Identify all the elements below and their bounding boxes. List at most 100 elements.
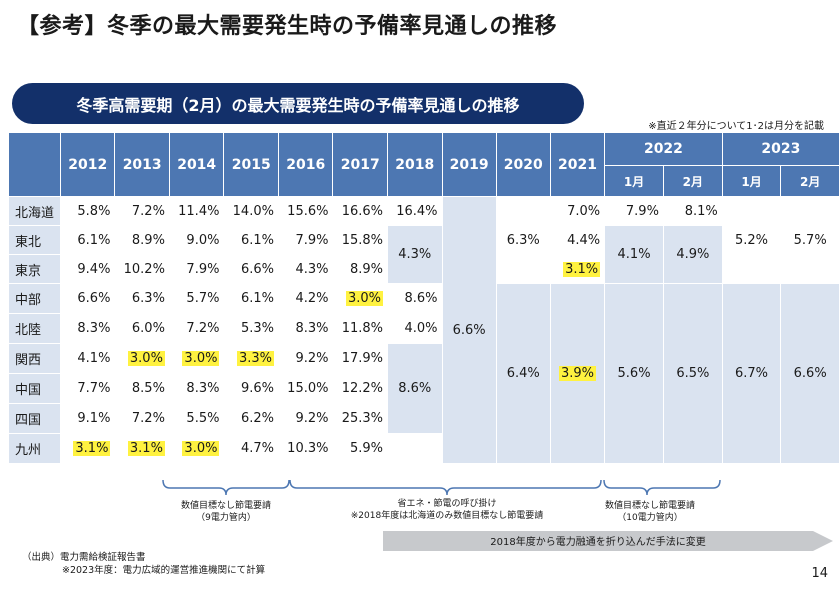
table-row: 北陸 8.3% 6.0% 7.2% 5.3% 8.3% 11.8% 4.0% xyxy=(7,313,840,344)
year-header: 2014 xyxy=(168,132,225,197)
value-cell: 9.2% xyxy=(277,403,334,434)
value-cell: 17.9% xyxy=(332,343,388,374)
value-cell: 7.2% xyxy=(114,196,170,226)
table-row: 中国 7.7% 8.5% 8.3% 9.6% 15.0% 12.2% xyxy=(7,373,840,404)
region-label: 関西 xyxy=(7,343,62,374)
value-cell: 9.1% xyxy=(60,403,116,434)
value-cell: 25.3% xyxy=(332,403,388,434)
section-banner: 冬季高需要期（2月）の最大需要発生時の予備率見通しの推移 xyxy=(12,83,584,124)
value-cell: 7.9% xyxy=(604,196,664,226)
value-cell: 3.1% xyxy=(549,254,606,284)
region-label: 九州 xyxy=(7,433,62,464)
month-header: 2月 xyxy=(780,165,840,197)
value-cell-2022-jan-east: 4.1% xyxy=(604,225,664,284)
value-cell: 15.8% xyxy=(332,225,388,255)
highlighted-value: 3.0% xyxy=(182,351,220,366)
value-cell: 3.0% xyxy=(114,343,170,374)
table-row: 九州 3.1% 3.1% 3.0% 4.7% 10.3% 5.9% xyxy=(7,433,840,464)
value-cell: 4.1% xyxy=(60,343,116,374)
value-cell: 8.9% xyxy=(114,225,170,255)
value-cell: 8.1% xyxy=(662,196,723,226)
value-cell: 4.2% xyxy=(277,283,334,314)
value-cell: 16.4% xyxy=(387,196,443,226)
year-header: 2020 xyxy=(495,132,551,197)
year-header: 2013 xyxy=(114,132,170,197)
value-cell: 3.3% xyxy=(223,343,279,374)
region-label: 四国 xyxy=(7,403,62,434)
region-label: 東北 xyxy=(7,225,62,255)
value-cell: 6.0% xyxy=(114,313,170,344)
highlighted-value: 3.1% xyxy=(127,441,165,456)
year-header: 2015 xyxy=(223,132,279,197)
value-cell: 6.1% xyxy=(223,283,279,314)
value-cell-2023-jan-west: 6.7% xyxy=(721,283,782,464)
brace-2013-2015 xyxy=(162,479,290,496)
value-cell: 15.6% xyxy=(277,196,334,226)
method-change-label: 2018年度から電力融通を折り込んだ手法に変更 xyxy=(490,537,706,548)
value-cell: 10.2% xyxy=(114,254,170,284)
value-cell: 7.2% xyxy=(114,403,170,434)
value-cell: 7.0% xyxy=(549,196,606,226)
value-cell-2022-feb-west: 6.5% xyxy=(662,283,723,464)
value-cell: 8.5% xyxy=(114,373,170,404)
value-cell-2020-east: 6.3% xyxy=(495,225,551,284)
region-label: 北陸 xyxy=(7,313,62,344)
region-label: 中国 xyxy=(7,373,62,404)
value-cell-2019: 6.6% xyxy=(441,196,497,464)
value-cell: 7.7% xyxy=(60,373,116,404)
value-cell-2023-feb-west: 6.6% xyxy=(780,283,840,464)
value-cell: 6.2% xyxy=(223,403,279,434)
table-row: 中部 6.6% 6.3% 5.7% 6.1% 4.2% 3.0% 8.6% 6.… xyxy=(7,283,840,464)
year-header: 2017 xyxy=(332,132,388,197)
value-cell: 6.3% xyxy=(114,283,170,314)
value-cell: 9.0% xyxy=(168,225,225,255)
table-row: 北海道 5.8% 7.2% 11.4% 14.0% 15.6% 16.6% 16… xyxy=(7,196,840,464)
highlighted-value: 3.0% xyxy=(182,441,220,456)
value-cell-2022-jan-west: 5.6% xyxy=(604,283,664,464)
value-cell: 14.0% xyxy=(223,196,279,226)
value-cell: 11.4% xyxy=(168,196,225,226)
value-cell-empty xyxy=(495,196,551,226)
year-header: 2021 xyxy=(549,132,606,197)
value-cell-2020-west: 6.4% xyxy=(495,283,551,464)
month-header: 1月 xyxy=(721,165,782,197)
value-cell: 12.2% xyxy=(332,373,388,404)
highlighted-value: 3.1% xyxy=(563,261,601,277)
value-cell-2021-west: 3.9% xyxy=(549,283,606,464)
value-cell: 7.9% xyxy=(277,225,334,255)
footnote-note: ※直近２年分について1･2は月分を記載 xyxy=(648,121,824,132)
value-cell-2022-feb-east: 4.9% xyxy=(662,225,723,284)
value-cell: 6.1% xyxy=(223,225,279,255)
highlighted-value: 3.9% xyxy=(558,366,597,381)
value-cell: 7.2% xyxy=(168,313,225,344)
year-header: 2018 xyxy=(387,132,443,197)
value-cell: 4.7% xyxy=(223,433,279,464)
value-cell: 3.0% xyxy=(168,433,225,464)
region-label: 中部 xyxy=(7,283,62,314)
value-cell: 4.3% xyxy=(277,254,334,284)
brace-2022 xyxy=(603,479,721,496)
value-cell: 7.9% xyxy=(168,254,225,284)
value-cell: 8.3% xyxy=(60,313,116,344)
region-label: 東京 xyxy=(7,254,62,284)
highlighted-value: 3.1% xyxy=(73,441,111,456)
value-cell: 16.6% xyxy=(332,196,388,226)
month-header: 2月 xyxy=(662,165,723,197)
value-cell: 3.0% xyxy=(332,283,388,314)
value-cell: 8.9% xyxy=(332,254,388,284)
table-row: 四国 9.1% 7.2% 5.5% 6.2% 9.2% 25.3% xyxy=(7,403,840,434)
year-header-2022: 2022 xyxy=(604,132,723,166)
region-label: 北海道 xyxy=(7,196,62,226)
highlighted-value: 3.0% xyxy=(127,351,165,366)
value-cell: 9.4% xyxy=(60,254,116,284)
value-cell: 9.2% xyxy=(277,343,334,374)
value-cell: 5.7% xyxy=(168,283,225,314)
method-change-arrow xyxy=(383,531,833,551)
highlighted-value: 3.0% xyxy=(345,291,383,306)
value-cell: 6.6% xyxy=(60,283,116,314)
month-header: 1月 xyxy=(604,165,664,197)
year-header-2023: 2023 xyxy=(721,132,840,166)
value-cell: 15.0% xyxy=(277,373,334,404)
value-cell: 3.0% xyxy=(168,343,225,374)
value-cell: 8.3% xyxy=(277,313,334,344)
